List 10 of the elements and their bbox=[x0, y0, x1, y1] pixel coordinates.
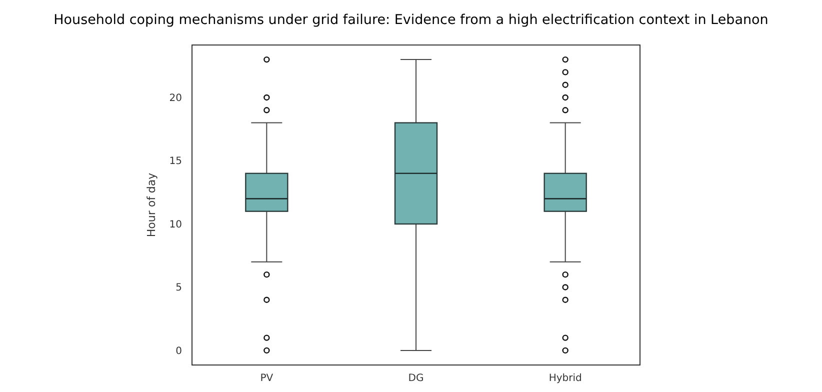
y-tick-label: 15 bbox=[169, 156, 182, 168]
y-axis-title: Hour of day bbox=[145, 172, 158, 238]
y-tick-label: 5 bbox=[176, 282, 182, 294]
x-tick-label: Hybrid bbox=[548, 373, 582, 384]
x-tick-label: PV bbox=[260, 373, 274, 384]
y-tick-label: 0 bbox=[176, 346, 182, 357]
y-tick-label: 20 bbox=[169, 92, 182, 104]
y-tick-label: 10 bbox=[169, 219, 182, 230]
x-tick-label: DG bbox=[408, 373, 424, 384]
chart-title: Household coping mechanisms under grid failure: Evidence from a high electrification context in Lebanon bbox=[54, 12, 768, 28]
